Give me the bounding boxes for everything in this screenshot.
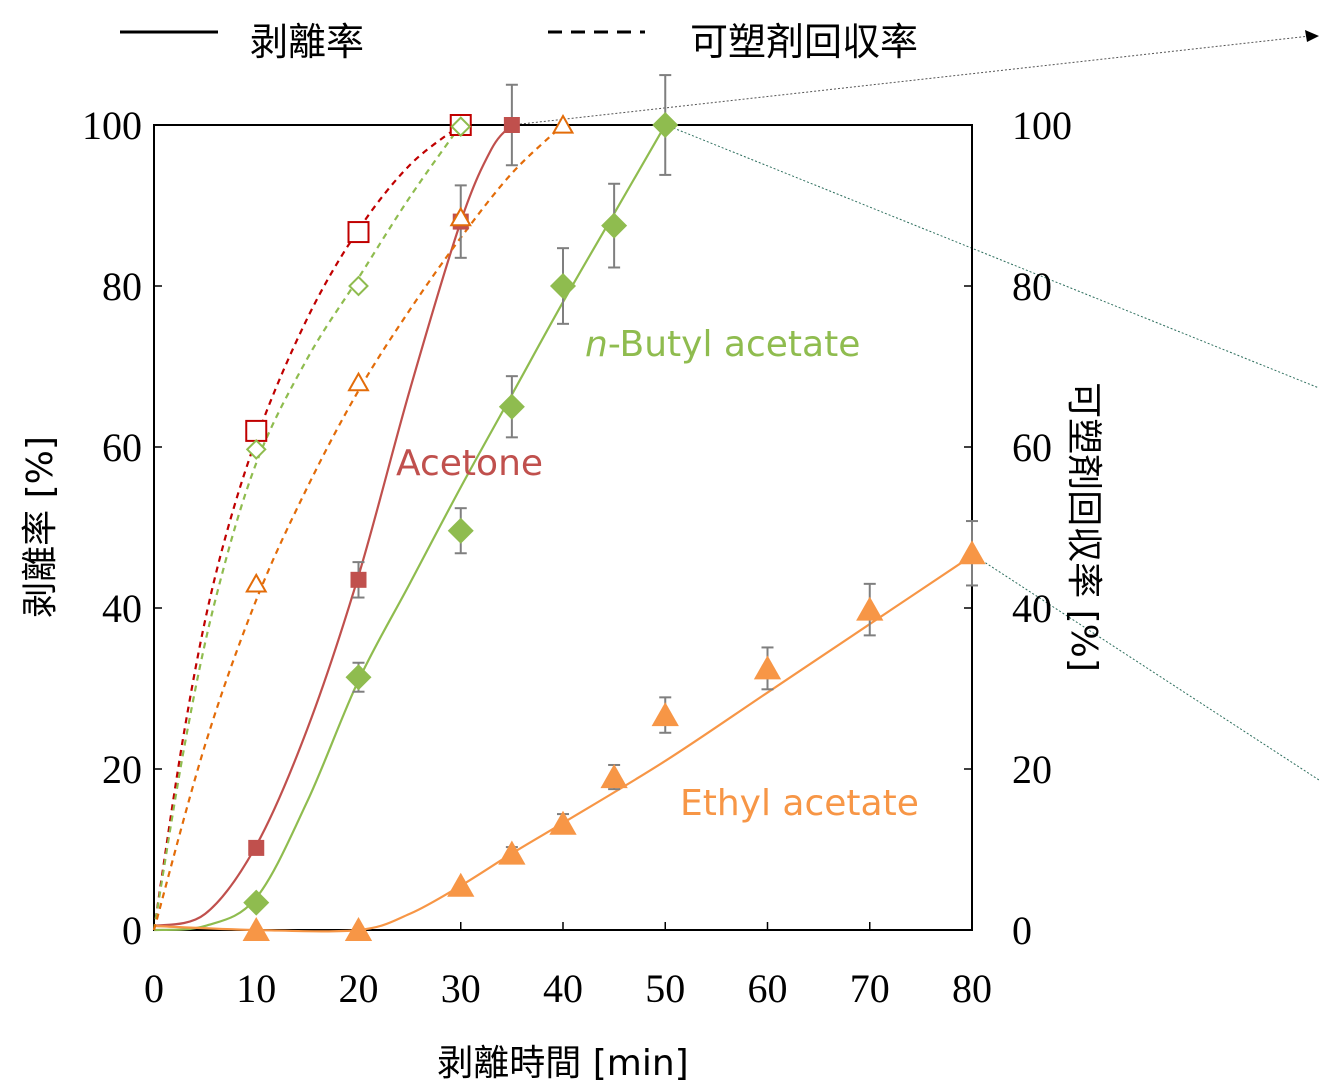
y-tick-label-right: 20 [1012,747,1052,792]
marker-ethyl [498,840,526,865]
x-tick-label: 60 [748,966,788,1011]
marker-ethyl-recovery [551,113,575,134]
y-tick-label-right: 60 [1012,425,1052,470]
marker-acetone-recovery [245,419,268,442]
x-tick-label: 10 [236,966,276,1011]
marker-butyl-recovery [245,439,267,460]
y-tick-label-right: 40 [1012,586,1052,631]
marker-butyl-recovery [348,275,369,297]
marker-ethyl [651,702,679,727]
marker-ethyl [753,655,782,680]
fit-curve-butyl-recovery [152,124,462,931]
y-tick-label-left: 0 [122,908,142,953]
marker-ethyl [242,917,270,942]
marker-butyl-recovery [450,116,472,138]
y-tick-label-right: 0 [1012,908,1032,953]
marker-ethyl [856,596,884,621]
callout-line-top [511,35,1311,126]
y-tick-label-right: 100 [1012,103,1072,148]
y-axis-label-right: 可塑剤回収率 [%] [1063,382,1104,672]
legend-dashed-label: 可塑剤回収率 [690,20,918,64]
callout-lines [511,30,1319,781]
marker-ethyl-recovery [245,572,268,593]
series-label-butyl: n-Butyl acetate [585,324,860,365]
marker-acetone [503,117,520,133]
fit-curve-butyl [153,124,667,932]
x-tick-label: 40 [543,966,583,1011]
marker-ethyl [344,917,373,942]
series-label-butyl-prefix: n [585,324,608,365]
marker-butyl [550,273,576,299]
marker-ethyl [549,810,577,835]
marker-ethyl-recovery [449,206,472,227]
series-label-ethyl: Ethyl acetate [680,783,919,824]
x-tick-label: 50 [645,966,685,1011]
y-axis-label-left: 剥離率 [%] [20,436,61,618]
y-tick-label-left: 40 [102,586,142,631]
y-tick-label-left: 100 [82,103,142,148]
marker-butyl [243,889,270,916]
callout-line-low [971,553,1319,781]
callout-line-mid [665,124,1319,389]
marker-butyl [345,664,372,691]
marker-ethyl [447,872,475,897]
fit-curve-acetone-recovery [152,124,462,931]
y-tick-label-left: 20 [102,747,142,792]
marker-ethyl [958,540,986,565]
marker-ethyl [600,764,628,789]
legend-solid-label: 剥離率 [250,20,364,64]
y-tick-label-right: 80 [1012,264,1052,309]
x-tick-label: 20 [339,966,379,1011]
x-tick-label: 80 [952,966,992,1011]
y-tick-label-left: 60 [102,425,142,470]
y-tick-label-left: 80 [102,264,142,309]
legend: 剥離率 可塑剤回収率 [120,20,918,64]
x-tick-label: 30 [441,966,481,1011]
marker-acetone [350,571,367,588]
series-label-acetone: Acetone [396,443,543,484]
x-tick-label: 0 [144,966,164,1011]
series-label-butyl-rest: -Butyl acetate [608,324,861,365]
marker-ethyl-recovery [347,371,370,392]
callout-arrow-head [1305,30,1319,42]
marker-butyl [447,517,474,544]
marker-acetone [248,839,265,856]
marker-butyl [601,212,628,239]
marker-acetone-recovery [347,221,370,244]
data-markers [242,112,986,942]
marker-butyl [498,393,525,420]
fit-curve-ethyl [153,554,973,933]
x-tick-label: 70 [850,966,890,1011]
x-axis-label: 剥離時間 [min] [437,1043,688,1084]
fit-curve-ethyl-recovery [152,124,564,931]
marker-butyl [652,112,679,138]
